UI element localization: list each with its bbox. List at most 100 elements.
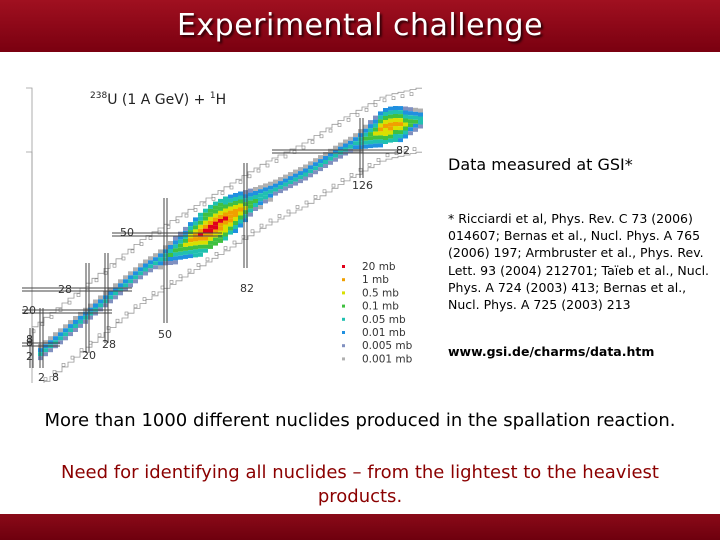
band-cell [248,204,253,209]
band-cell [398,110,403,115]
band-cell [123,275,128,280]
band-edge-mark [274,159,279,163]
band-cell [128,275,133,280]
band-cell [148,264,153,269]
band-cell [243,194,248,199]
band-cell [188,238,193,243]
band-cell [393,118,398,122]
band-cell [378,143,383,148]
band-cell [173,260,178,265]
band-cell [133,267,138,272]
legend-swatch [342,331,345,334]
band-cell [238,199,243,204]
band-cell [168,241,173,245]
band-cell [68,324,73,329]
band-cell [268,185,273,190]
band-edge-mark [202,202,207,207]
band-cell [388,126,393,131]
proton-magic-label: 82 [396,144,410,157]
band-edge-mark [331,183,336,188]
band-cell [153,261,158,266]
band-cell [398,114,403,119]
band-cell [203,228,208,233]
band-cell [143,267,148,272]
band-cell [183,238,188,243]
band-cell [378,115,383,120]
band-cell [263,187,268,192]
band-cell [378,111,383,116]
band-cell [363,144,368,149]
band-cell [298,179,303,184]
band-edge-mark [238,180,243,184]
band-cell [213,225,218,230]
band-cell [193,221,198,226]
band-cell [273,187,278,192]
band-cell [398,106,403,111]
band-cell [233,213,238,217]
band-cell [88,311,93,316]
band-cell [258,197,263,202]
band-cell [228,202,233,207]
band-cell [168,249,173,253]
band-edge-mark [385,153,390,158]
band-cell [208,216,213,221]
band-cell [408,131,413,136]
references-text: * Ricciardi et al, Phys. Rev. C 73 (2006… [448,211,710,313]
legend-swatch [342,265,345,268]
band-edge-mark [247,174,252,179]
band-cell [163,257,168,262]
band-cell [393,114,398,118]
band-cell [123,283,128,288]
legend-label: 0.05 mb [362,314,406,326]
band-cell [98,295,103,300]
band-cell [333,145,338,150]
band-cell [303,172,308,177]
band-cell [238,195,243,200]
legend-label: 0.001 mb [362,353,413,365]
band-cell [243,218,248,223]
band-cell [208,204,213,209]
band-cell [118,287,123,292]
band-cell [323,164,328,168]
band-cell [288,172,293,177]
band-cell [178,247,183,252]
band-edge-mark [328,128,333,133]
band-cell [383,116,388,120]
band-cell [108,291,113,296]
band-cell [158,257,163,262]
band-cell [133,271,138,276]
band-edge-mark [229,185,234,190]
band-cell [223,204,228,209]
band-edge-mark [214,252,219,256]
band-cell [398,138,403,143]
band-cell [363,136,368,141]
band-cell [238,191,243,196]
magic-number-lines [22,118,402,368]
band-cell [253,187,258,191]
data-url[interactable]: www.gsi.de/charms/data.htm [448,344,655,359]
band-cell [338,154,343,159]
band-cell [258,201,263,206]
band-cell [228,206,233,211]
band-cell [208,228,213,233]
band-cell [373,139,378,144]
band-cell [198,236,203,241]
band-cell [223,228,228,233]
band-cell [233,225,238,229]
band-cell [138,263,143,268]
band-cell [308,169,313,174]
band-cell [418,116,423,121]
band-cell [298,175,303,180]
band-edge-mark [409,92,414,96]
legend-swatch [342,278,345,282]
band-cell [223,208,228,213]
band-cell [73,316,78,320]
neutron-magic-label: 20 [82,349,96,362]
band-cell [208,212,213,217]
band-cell [73,328,78,332]
legend-label: 0.1 mb [362,301,399,313]
band-cell [223,224,228,229]
band-edge-mark [349,173,354,177]
band-cell [218,202,223,207]
